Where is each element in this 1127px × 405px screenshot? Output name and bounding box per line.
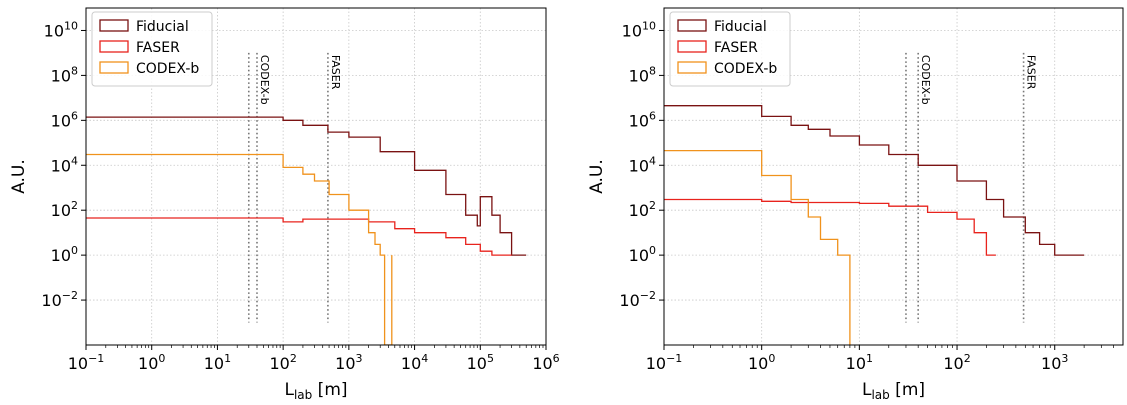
legend-label-faser: FASER — [714, 40, 758, 56]
axes-frame — [663, 7, 1124, 346]
series-group — [664, 105, 1085, 345]
legend-swatch-faser — [677, 40, 707, 53]
legend-label-codex-b: CODEX-b — [136, 61, 199, 77]
legend: Fiducial FASER CODEX-b — [669, 11, 791, 87]
series-faser-line — [664, 198, 996, 256]
series-fiducial-line — [86, 116, 527, 256]
legend-swatch-codex-b — [677, 61, 707, 74]
series-codex-b-line — [664, 149, 851, 345]
x-tick-label: 100 — [748, 352, 775, 373]
y-tick-label: 108 — [629, 64, 656, 85]
x-axis: 10−1 100 101 102 103 Llab [m] — [646, 345, 1114, 402]
x-tick-label: 106 — [532, 352, 559, 373]
y-tick-label: 10−2 — [41, 289, 78, 310]
chart-panel-1: CODEX-b FASER 10−1 100 101 102 103 104 105 106 Lla… — [9, 7, 560, 402]
y-tick-label: 104 — [51, 154, 78, 175]
x-tick-label: 103 — [1041, 352, 1068, 373]
y-tick-label: 106 — [51, 109, 78, 130]
legend-swatch-fiducial — [677, 19, 707, 32]
series-faser-line — [86, 217, 512, 256]
x-tick-label: 105 — [467, 352, 494, 373]
legend-label-fiducial: Fiducial — [136, 19, 189, 35]
legend-swatch-codex-b — [99, 61, 129, 74]
y-tick-label: 10−2 — [619, 289, 656, 310]
reference-line-label: FASER — [329, 55, 342, 90]
chart-panel-2: CODEX-b FASER 10−1 100 101 102 103 Llab [m] 10−2… — [587, 7, 1124, 402]
y-axis-label: A.U. — [9, 159, 29, 194]
legend-label-codex-b: CODEX-b — [714, 61, 777, 77]
series-fiducial-line — [664, 105, 1085, 256]
legend-swatch-faser — [99, 40, 129, 53]
y-tick-label: 106 — [629, 109, 656, 130]
y-axis: 10−2 100 102 104 106 108 1010 A.U. — [9, 19, 86, 310]
x-axis-label: Llab [m] — [862, 380, 925, 402]
y-tick-label: 100 — [629, 244, 656, 265]
series-group — [86, 116, 527, 345]
series-codex-b-line — [86, 153, 393, 345]
x-axis-label: Llab [m] — [284, 380, 347, 402]
legend-label-fiducial: Fiducial — [714, 19, 767, 35]
x-tick-label: 104 — [401, 352, 428, 373]
x-tick-label: 10−1 — [68, 352, 105, 373]
x-axis: 10−1 100 101 102 103 104 105 106 Llab [m] — [68, 345, 560, 402]
x-tick-label: 102 — [269, 352, 296, 373]
x-tick-label: 102 — [943, 352, 970, 373]
y-tick-label: 104 — [629, 154, 656, 175]
legend: Fiducial FASER CODEX-b — [91, 11, 213, 87]
y-tick-label: 102 — [51, 199, 78, 220]
x-tick-label: 10−1 — [646, 352, 683, 373]
grid — [663, 8, 1123, 345]
legend-swatch-fiducial — [99, 19, 129, 32]
y-axis: 10−2 100 102 104 106 108 1010 A.U. — [587, 19, 664, 310]
y-tick-label: 102 — [629, 199, 656, 220]
x-tick-label: 101 — [846, 352, 873, 373]
y-tick-label: 108 — [51, 64, 78, 85]
x-tick-label: 103 — [335, 352, 362, 373]
x-tick-label: 100 — [138, 352, 165, 373]
y-tick-label: 1010 — [622, 19, 656, 40]
x-tick-label: 101 — [204, 352, 231, 373]
legend-label-faser: FASER — [136, 40, 180, 56]
reference-line-label: CODEX-b — [919, 55, 932, 105]
axes-frame — [85, 7, 547, 346]
reference-lines: CODEX-b FASER — [905, 52, 1038, 323]
y-tick-label: 1010 — [44, 19, 78, 40]
reference-line-label: FASER — [1025, 55, 1038, 90]
reference-line-label: CODEX-b — [258, 55, 271, 105]
y-axis-label: A.U. — [587, 159, 607, 194]
reference-lines: CODEX-b FASER — [247, 52, 342, 323]
y-tick-label: 100 — [51, 244, 78, 265]
